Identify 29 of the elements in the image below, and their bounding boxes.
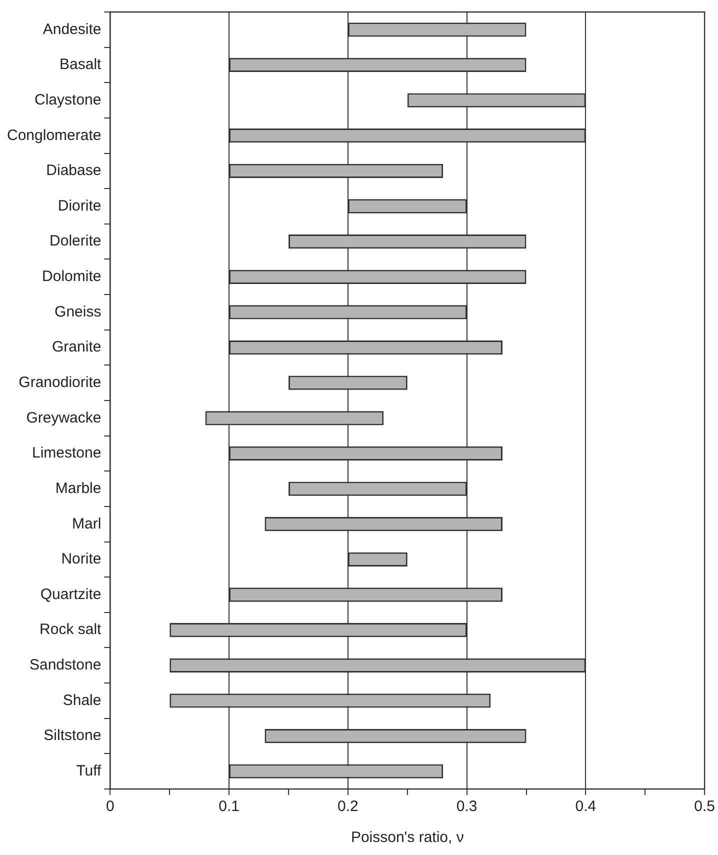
y-tick-label: Conglomerate [7,126,102,144]
y-tick-label: Claystone [34,91,102,108]
y-tick-label: Marl [72,515,102,532]
x-axis-title: Poisson's ratio, ν [350,829,464,846]
y-tick-label: Diorite [58,197,102,214]
x-tick-label: 0.3 [456,798,478,816]
y-tick-label: Granodiorite [18,374,102,391]
y-tick-label: Sandstone [29,656,102,674]
y-tick-label: Diabase [46,162,102,180]
y-tick-label: Limestone [32,444,102,462]
y-tick-label: Dolerite [50,232,102,250]
y-tick-label: Andesite [42,20,102,38]
y-tick-label: Siltstone [44,727,102,744]
y-tick-label: Shale [62,692,102,709]
y-tick-label: Norite [61,550,102,568]
y-tick-label: Dolomite [42,268,102,286]
x-tick-label: 0.1 [218,798,240,816]
x-tick-label: 0.2 [338,798,358,816]
y-tick-label: Gneiss [54,303,102,320]
y-tick-label: Rock salt [40,621,102,638]
x-tick-label: 0.5 [694,798,716,816]
y-tick-label: Quartzite [40,586,102,603]
y-tick-label: Basalt [60,56,102,74]
y-tick-label: Granite [52,338,102,356]
x-tick-label: 0.4 [575,798,596,816]
y-tick-label: Greywacke [26,409,102,426]
y-tick-label: Marble [55,480,102,497]
y-tick-label: Tuff [76,762,102,780]
x-tick-label: 0 [106,798,114,816]
